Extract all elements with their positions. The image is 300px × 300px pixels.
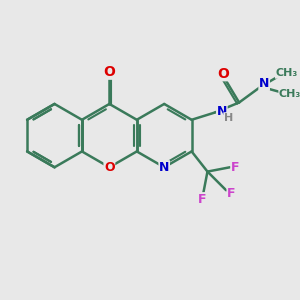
- Text: H: H: [224, 113, 233, 123]
- Text: O: O: [104, 161, 115, 174]
- Text: F: F: [227, 187, 236, 200]
- Text: O: O: [217, 67, 229, 81]
- Text: CH₃: CH₃: [275, 68, 298, 78]
- Text: F: F: [197, 193, 206, 206]
- Text: N: N: [217, 105, 227, 118]
- Text: O: O: [103, 65, 115, 79]
- Text: N: N: [259, 77, 269, 90]
- Text: F: F: [231, 161, 239, 174]
- Text: N: N: [159, 161, 169, 174]
- Text: CH₃: CH₃: [279, 89, 300, 99]
